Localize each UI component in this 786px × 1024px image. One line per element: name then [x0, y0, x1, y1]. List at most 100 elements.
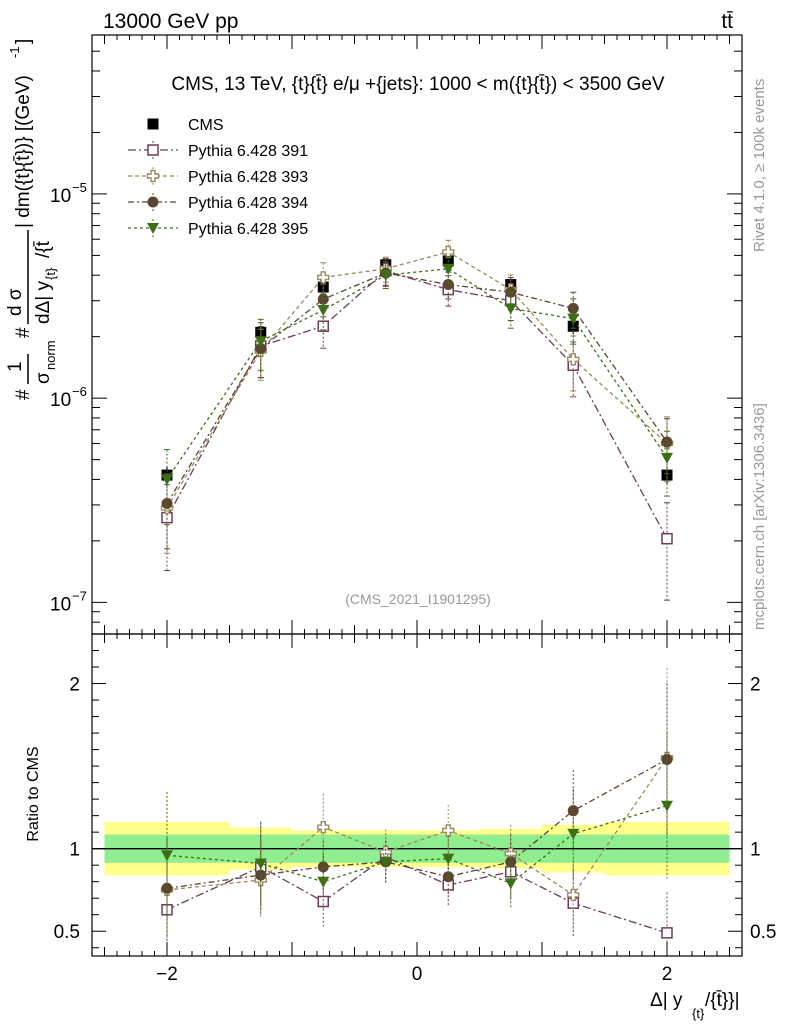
collision-label: 13000 GeV pp [103, 10, 238, 33]
mc-series-line [166, 251, 668, 509]
legend-marker [147, 118, 159, 130]
x-tick-label: 2 [662, 964, 673, 985]
ratio-tick-label-right: 0.5 [750, 922, 776, 943]
x-tick-label: 0 [412, 964, 423, 985]
mc-series-3 [161, 260, 673, 550]
mc-marker [254, 336, 267, 348]
ylabel-bracket: | dm({t}{t̄})} [(GeV) [13, 75, 34, 228]
ratio-marker [442, 824, 455, 837]
y-axis-label: # 1 σ norm # d σ dΔ| y {t} /{t̄ | dm({t}… [5, 39, 58, 400]
mc-marker [661, 452, 673, 464]
ylabel-bracket-sup: -1 [7, 46, 22, 58]
xlabel-sub: {t} [692, 1006, 705, 1021]
ratio-marker [442, 853, 455, 865]
ratio-marker [317, 861, 329, 873]
ratio-tick-label: 1 [69, 840, 80, 861]
legend-entry: Pythia 6.428 394 [128, 193, 308, 212]
mc-series-line [166, 270, 668, 540]
legend-marker [146, 169, 160, 183]
legend-marker [147, 144, 159, 156]
ratio-marker [661, 927, 673, 939]
ratio-tick-label: 0.5 [54, 922, 80, 943]
ylabel-denominator-tail: /{t̄ [33, 240, 54, 258]
ratio-marker [661, 753, 673, 765]
legend-entry: Pythia 6.428 391 [128, 141, 308, 160]
ratio-panel: 0.5 0.5 1 1 2 2 −2 0 2 [54, 633, 776, 985]
legend: CMS Pythia 6.428 391 Pythia 6.428 393 Pythi… [128, 117, 308, 238]
ratio-marker [504, 878, 517, 890]
legend-entry: Pythia 6.428 393 [128, 167, 308, 186]
legend-label: CMS [188, 117, 224, 134]
mc-marker [661, 436, 673, 448]
legend-marker [147, 223, 159, 234]
ratio-tick-label-right: 2 [750, 675, 761, 696]
mc-marker [504, 303, 517, 315]
y-tick-label: 10 [50, 186, 71, 207]
chart-title: CMS, 13 TeV, {t}{t̄} e/μ +{jets}: 1000 <… [171, 74, 664, 95]
y-tick-label-exponent: −7 [72, 588, 87, 603]
main-panel: 10−710−610−5 (CMS_2021_I1901295) CMS, 13… [50, 34, 743, 635]
mc-marker [567, 313, 580, 325]
legend-label: Pythia 6.428 393 [188, 169, 308, 186]
ylabel-bracket-end: ] [13, 39, 34, 44]
ratio-marker [661, 800, 673, 812]
y-tick-label-exponent: −5 [72, 180, 87, 195]
ratio-axis-label: Ratio to CMS [25, 746, 42, 841]
mc-marker [317, 271, 330, 284]
ylabel-denominator: dΔ| y [33, 281, 54, 324]
ylabel-one: 1 [5, 361, 26, 372]
ratio-line [166, 805, 668, 885]
ylabel-dsigma: d σ [5, 288, 26, 316]
ratio-marker [567, 828, 580, 840]
xlabel-main: Δ| y [650, 990, 683, 1011]
ratio-line [166, 856, 668, 934]
xlabel-tail: /{t̄}}| [705, 990, 740, 1011]
x-tick-label: −2 [156, 964, 178, 985]
rivet-label: Rivet 4.1.0, ≥ 100k events [751, 79, 768, 252]
ratio-series-3 [161, 683, 673, 939]
mc-marker [317, 305, 330, 317]
legend-label: Pythia 6.428 391 [188, 143, 308, 160]
mcplots-label: mcplots.cern.ch [arXiv:1306.3436] [751, 403, 768, 630]
cms-series [161, 255, 673, 484]
ratio-marker [567, 888, 580, 902]
mc-marker [567, 353, 580, 366]
mc-marker [442, 279, 454, 291]
ylabel-sigma: σ [33, 372, 54, 384]
mc-marker [442, 245, 455, 259]
ratio-frame [91, 633, 743, 957]
analysis-watermark: (CMS_2021_I1901295) [345, 591, 491, 607]
y-tick-label: 10 [50, 594, 71, 615]
mc-marker [379, 270, 392, 282]
cms-marker [661, 469, 673, 481]
ratio-tick-label: 2 [69, 675, 80, 696]
mc-marker [661, 532, 673, 545]
ratio-marker [254, 858, 267, 870]
y-tick-label-exponent: −6 [72, 384, 87, 399]
ratio-marker [379, 856, 392, 868]
ylabel-hash2: # [13, 327, 34, 338]
legend-label: Pythia 6.428 395 [188, 221, 308, 238]
ylabel-sigma-sub: norm [43, 340, 58, 370]
ylabel-denominator-sub: {t} [43, 267, 58, 280]
legend-entry: Pythia 6.428 395 [128, 219, 308, 238]
ratio-marker [161, 850, 173, 862]
process-label: tt̄ [721, 10, 733, 33]
ratio-marker [317, 821, 330, 834]
y-tick-label: 10 [50, 390, 71, 411]
ratio-series-2 [160, 668, 674, 940]
ratio-tick-label-right: 1 [750, 840, 761, 861]
mc-series-4 [161, 255, 673, 526]
mc-series-1 [161, 257, 673, 601]
mc-marker [442, 263, 455, 275]
mc-marker [161, 474, 173, 486]
ylabel-hash1: # [13, 389, 34, 400]
ratio-line [166, 758, 668, 889]
mc-series-line [166, 268, 668, 480]
x-axis-label: Δ| y {t} /{t̄}}| [650, 990, 740, 1021]
legend-entry: CMS [147, 117, 224, 134]
ratio-line [166, 757, 668, 896]
legend-marker [147, 196, 159, 208]
ratio-marker [317, 876, 330, 888]
